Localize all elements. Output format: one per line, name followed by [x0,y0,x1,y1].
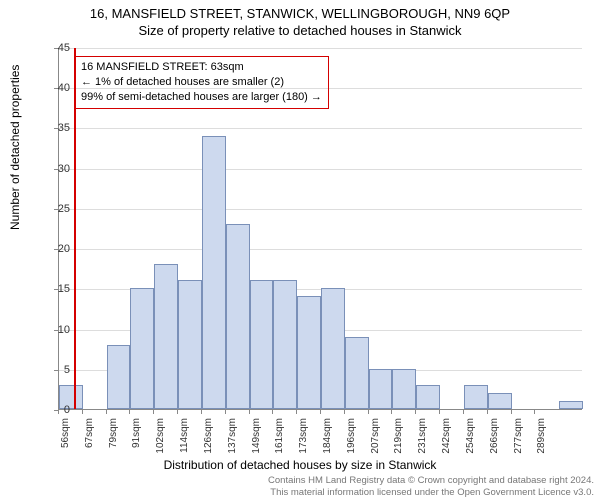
x-tick-mark [58,410,59,414]
histogram-bar [250,280,274,409]
x-tick-mark [177,410,178,414]
histogram-bar [464,385,488,409]
histogram-bar [321,288,345,409]
y-tick-mark [54,249,58,250]
x-tick-label: 102sqm [155,418,166,458]
histogram-bar [273,280,297,409]
histogram-bar [226,224,250,409]
histogram-bar [392,369,416,409]
y-tick-mark [54,169,58,170]
x-tick-label: 173sqm [298,418,309,458]
histogram-bar [416,385,440,409]
x-tick-mark [201,410,202,414]
page-title: 16, MANSFIELD STREET, STANWICK, WELLINGB… [0,0,600,21]
x-tick-mark [391,410,392,414]
grid-line [59,128,582,129]
x-tick-label: 242sqm [441,418,452,458]
footer-line-1: Contains HM Land Registry data © Crown c… [268,475,594,486]
info-box-line: 99% of semi-detached houses are larger (… [81,90,322,105]
x-tick-mark [320,410,321,414]
histogram-bar [178,280,202,409]
histogram-bar [202,136,226,410]
x-tick-label: 266sqm [489,418,500,458]
grid-line [59,169,582,170]
info-box-line: 16 MANSFIELD STREET: 63sqm [81,60,322,75]
x-tick-label: 91sqm [131,418,142,458]
grid-line [59,48,582,49]
x-tick-mark [415,410,416,414]
y-tick-mark [54,128,58,129]
x-axis-label: Distribution of detached houses by size … [0,458,600,472]
histogram-bar [297,296,321,409]
y-tick-mark [54,370,58,371]
x-tick-mark [82,410,83,414]
x-tick-label: 67sqm [84,418,95,458]
x-tick-label: 114sqm [179,418,190,458]
x-tick-label: 137sqm [227,418,238,458]
x-tick-mark [487,410,488,414]
x-tick-label: 231sqm [417,418,428,458]
x-tick-mark [129,410,130,414]
histogram-bar [369,369,393,409]
x-tick-label: 207sqm [370,418,381,458]
page-subtitle: Size of property relative to detached ho… [0,21,600,38]
grid-line [59,209,582,210]
x-tick-label: 184sqm [322,418,333,458]
histogram-bar [559,401,583,409]
x-tick-mark [106,410,107,414]
histogram-bar [130,288,154,409]
x-tick-mark [534,410,535,414]
grid-line [59,249,582,250]
info-box-line: ← 1% of detached houses are smaller (2) [81,75,322,90]
x-tick-mark [225,410,226,414]
y-tick-label: 5 [46,364,70,376]
y-tick-label: 45 [46,42,70,54]
x-tick-mark [296,410,297,414]
x-tick-label: 277sqm [513,418,524,458]
x-tick-mark [511,410,512,414]
x-tick-mark [439,410,440,414]
x-tick-label: 196sqm [346,418,357,458]
x-tick-mark [463,410,464,414]
y-tick-mark [54,289,58,290]
footer-line-2: This material information licensed under… [268,487,594,498]
histogram-bar [345,337,369,409]
y-axis-label: Number of detached properties [8,65,22,230]
y-tick-mark [54,330,58,331]
y-tick-mark [54,88,58,89]
y-tick-label: 40 [46,82,70,94]
x-tick-label: 289sqm [536,418,547,458]
x-tick-label: 56sqm [60,418,71,458]
x-tick-mark [153,410,154,414]
y-tick-label: 35 [46,122,70,134]
y-tick-mark [54,209,58,210]
footer-attribution: Contains HM Land Registry data © Crown c… [268,475,594,498]
y-tick-label: 30 [46,163,70,175]
x-tick-label: 254sqm [465,418,476,458]
x-tick-label: 79sqm [108,418,119,458]
y-tick-label: 10 [46,324,70,336]
y-tick-label: 25 [46,203,70,215]
info-box: 16 MANSFIELD STREET: 63sqm← 1% of detach… [74,56,329,109]
x-tick-mark [368,410,369,414]
x-tick-mark [272,410,273,414]
x-tick-label: 219sqm [393,418,404,458]
y-tick-label: 20 [46,243,70,255]
x-tick-label: 161sqm [274,418,285,458]
histogram-bar [154,264,178,409]
histogram-bar [488,393,512,409]
x-tick-label: 149sqm [251,418,262,458]
x-tick-mark [249,410,250,414]
x-tick-mark [344,410,345,414]
x-tick-label: 126sqm [203,418,214,458]
y-tick-mark [54,48,58,49]
histogram-bar [107,345,131,409]
y-tick-label: 15 [46,283,70,295]
